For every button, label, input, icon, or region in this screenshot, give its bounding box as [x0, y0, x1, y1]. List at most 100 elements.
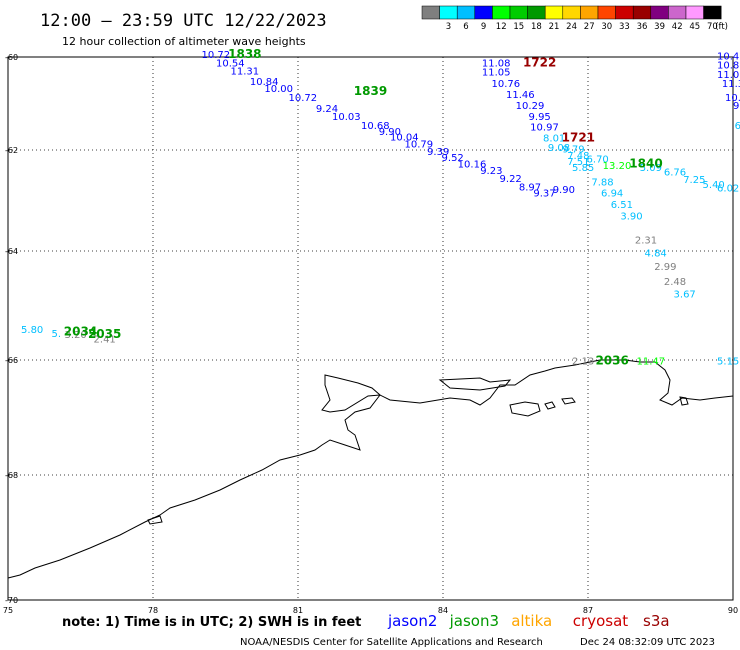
legend-swatch: [703, 5, 722, 20]
wave-height-value: 11.08: [482, 58, 511, 69]
wave-height-value: 9.95: [529, 112, 551, 123]
legend-swatch: [474, 5, 493, 20]
wave-height-value: 10.00: [264, 84, 293, 95]
axis-tick-labels: 75 78 81 84 87 90 -60 -62 -64 -66 -68 -70: [3, 53, 738, 615]
legend-swatch: [421, 5, 440, 20]
longitude-tick-label: 75: [3, 606, 13, 615]
pass-time-label: 1839: [354, 84, 387, 98]
legend-label: 18: [531, 22, 542, 32]
credit-timestamp: Dec 24 08:32:09 UTC 2023: [580, 637, 715, 648]
legend-label: 45: [689, 22, 700, 32]
wave-height-value: 10.29: [516, 101, 545, 112]
wave-height-value: 6.94: [601, 188, 623, 199]
longitude-tick-label: 78: [148, 606, 158, 615]
map-frame: [7, 56, 734, 601]
legend-swatch: [439, 5, 458, 20]
wave-height-value: 7.51: [567, 157, 589, 168]
longitude-tick-label: 90: [728, 606, 738, 615]
wave-height-value: 9.: [733, 101, 740, 112]
wave-height-value: 6: [735, 121, 740, 132]
legend-label: 70: [707, 22, 718, 32]
pass-time-label: 2034: [64, 324, 97, 338]
wave-height-value: 2.41: [94, 335, 116, 346]
wave-height-value: 3.90: [620, 212, 642, 223]
wave-height-value: 5.: [52, 329, 62, 340]
wave-height-value: 5.40: [703, 180, 725, 191]
wave-height-value: 11.05: [482, 68, 511, 79]
legend-label: 15: [513, 22, 524, 32]
antarctica-coastline: [7, 359, 734, 579]
wave-height-value: 9.22: [500, 174, 522, 185]
legend-swatch: [685, 5, 704, 20]
legend-swatch: [527, 5, 546, 20]
latitude-tick-label: -64: [5, 247, 18, 256]
wave-height-value: 9.90: [553, 185, 575, 196]
coast-islet: [509, 401, 541, 417]
wave-height-value: 10.84: [250, 77, 279, 88]
pass-time-label: 1721: [562, 131, 595, 145]
pass-time-label: 1722: [523, 55, 556, 69]
wave-height-value: 11.31: [231, 67, 260, 78]
map-title: 12:00 – 23:59 UTC 12/22/2023: [40, 11, 327, 31]
wave-height-value: 10.16: [458, 160, 487, 171]
wave-height-value: 9.24: [316, 104, 338, 115]
wave-height-value: 7.25: [683, 175, 705, 186]
latitude-tick-label: -60: [5, 53, 18, 62]
legend-label: 21: [549, 22, 560, 32]
wave-height-value: 8.97: [519, 182, 541, 193]
coast-islet: [544, 401, 556, 410]
wave-height-value: 9.90: [379, 127, 401, 138]
legend-label: 6: [463, 22, 468, 32]
legend-label: 3: [446, 22, 451, 32]
wave-height-value: 2.99: [654, 262, 676, 273]
mission-legend: jason2 jason3 altika cryosat s3a: [387, 612, 670, 630]
footer-note: note: 1) Time is in UTC; 2) SWH is in fe…: [62, 615, 361, 630]
legend-swatch: [492, 5, 511, 20]
wave-height-value: 10.72: [202, 50, 231, 61]
wave-height-value: 9.37: [533, 188, 555, 199]
wave-height-value: 4.84: [645, 248, 667, 259]
wave-height-value: 9.39: [427, 147, 449, 158]
mission-name-jason2: jason2: [387, 612, 437, 630]
wave-height-value: 9.23: [480, 166, 502, 177]
longitude-tick-label: 84: [438, 606, 448, 615]
wave-height-color-legend: 3 6 9 12 15 18 21 24 27 30 33 36 39 42 45 70(ft): [421, 5, 728, 32]
latitude-tick-label: -70: [5, 596, 18, 605]
wave-height-value: 10.97: [530, 122, 559, 133]
credit-organization: NOAA/NESDIS Center for Satellite Applica…: [240, 637, 543, 648]
mission-name-jason3: jason3: [449, 612, 499, 630]
mission-name-s3a: s3a: [643, 612, 670, 630]
wave-height-value: 10.03: [332, 112, 361, 123]
legend-label: 39: [654, 22, 665, 32]
wave-height-value: 10.4: [717, 51, 739, 62]
legend-swatch: [615, 5, 634, 20]
wave-height-value: 7.48: [567, 151, 589, 162]
legend-swatch: [509, 5, 528, 20]
legend-swatch: [562, 5, 581, 20]
wave-height-value: 11.3: [722, 79, 740, 90]
wave-height-value: 11.46: [506, 90, 535, 101]
wave-height-value: 6.70: [587, 155, 609, 166]
wave-height-value: 10.68: [361, 121, 390, 132]
wave-height-value: 8.01: [543, 134, 565, 145]
wave-height-value: 5.85: [572, 163, 594, 174]
coast-islet: [561, 397, 576, 405]
legend-swatch: [580, 5, 599, 20]
legend-label: 42: [672, 22, 683, 32]
wave-height-observations: 10.7210.5411.3110.8410.0010.729.2410.031…: [21, 50, 740, 368]
coast-islet: [147, 515, 163, 525]
coast-islet: [438, 377, 512, 391]
legend-unit-label: (ft): [715, 22, 728, 32]
wave-height-value: 2.31: [635, 235, 657, 246]
lat-lon-grid: [8, 57, 733, 600]
latitude-tick-label: -62: [5, 146, 18, 155]
wave-height-value: 3.67: [674, 289, 696, 300]
mission-name-altika: altika: [511, 612, 552, 630]
legend-label: 33: [619, 22, 630, 32]
legend-label: 9: [481, 22, 486, 32]
wave-height-value: 3.20: [65, 330, 87, 341]
legend-label: 12: [496, 22, 507, 32]
legend-swatch: [597, 5, 616, 20]
pass-time-label: 1840: [629, 157, 662, 171]
